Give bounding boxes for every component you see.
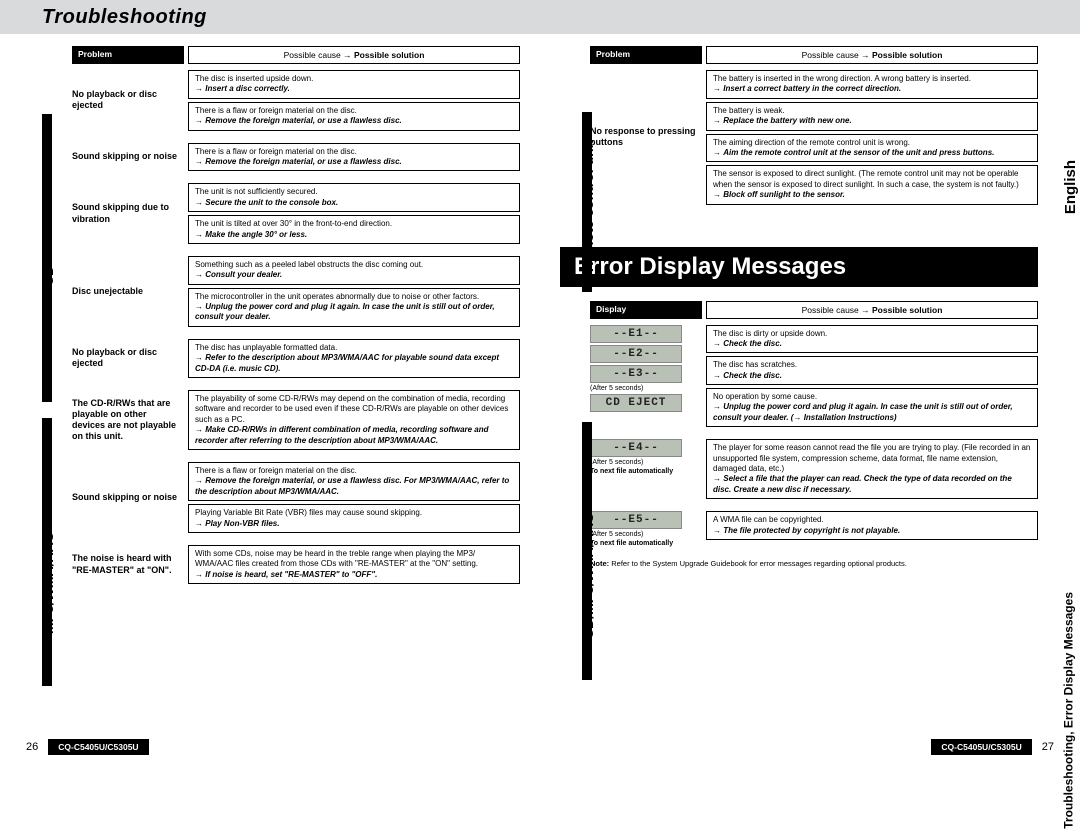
trouble-row: Sound skipping or noiseThere is a flaw o… [72,143,520,172]
note-row: Note: Refer to the System Upgrade Guideb… [590,559,1038,569]
solution-box: The unit is tilted at over 30° in the fr… [188,215,520,244]
lcd-display: --E2-- [590,345,682,363]
lcd-display: --E1-- [590,325,682,343]
solution-box: The player for some reason cannot read t… [706,439,1038,499]
problem-cell: Sound skipping or noise [72,143,184,172]
page-right: ProblemPossible cause → Possible solutio… [540,34,1080,724]
solution-box: The aiming direction of the remote contr… [706,134,1038,163]
section-stub [42,418,52,686]
trouble-row: Sound skipping or noiseThere is a flaw o… [72,462,520,533]
solution-box: The playability of some CD-R/RWs may dep… [188,390,520,450]
solution-box: The disc is dirty or upside down.Check t… [706,325,1038,354]
section-vert-label: Troubleshooting, Error Display Messages [1062,592,1076,829]
model-tag-left: CQ-C5405U/C5305U [48,739,148,755]
problem-cell: No playback or disc ejected [72,70,184,131]
display-note: To next file automatically [590,468,673,475]
col-header-left: Problem [590,46,702,64]
lcd-display: --E3-- [590,365,682,383]
solution-box: Playing Variable Bit Rate (VBR) files ma… [188,504,520,533]
error-row: --E4-- (After 5 seconds) To next file auto… [590,439,1038,499]
solution-box: There is a flaw or foreign material on t… [188,143,520,172]
trouble-row: Disc unejectableSomething such as a peel… [72,256,520,327]
col-header-right: Possible cause → Possible solution [706,46,1038,64]
footer-left: 26 CQ-C5405U/C5305U [26,739,149,755]
solution-box: The unit is not sufficiently secured.Sec… [188,183,520,212]
display-cell: --E1-- --E2-- --E3-- (After 5 seconds) CD EJ… [590,325,702,428]
section-stub [42,114,52,402]
solution-box: The disc has unplayable formatted data.R… [188,339,520,378]
display-note: (After 5 seconds) [590,385,643,392]
trouble-row: The noise is heard with "RE-MASTER" at "… [72,545,520,584]
solution-box: The microcontroller in the unit operates… [188,288,520,327]
solution-box: No operation by some cause.Unplug the po… [706,388,1038,427]
page-number-left: 26 [26,741,38,753]
lang-label: English [1062,160,1079,214]
page-left: ProblemPossible cause → Possible solutio… [0,34,540,724]
solution-box: The battery is weak.Replace the battery … [706,102,1038,131]
page-spread: ProblemPossible cause → Possible solutio… [0,34,1080,724]
trouble-row: No playback or disc ejectedThe disc has … [72,339,520,378]
solution-box: The disc is inserted upside down.Insert … [188,70,520,99]
error-row: --E1-- --E2-- --E3-- (After 5 seconds) CD EJ… [590,325,1038,428]
title-bar: Troubleshooting [0,0,1080,34]
section-stub [582,112,592,292]
display-cell: --E5-- (After 5 seconds) To next file auto… [590,511,702,547]
problem-cell: The noise is heard with "RE-MASTER" at "… [72,545,184,584]
problem-cell: The CD-R/RWs that are playable on other … [72,390,184,450]
col-header-right: Possible cause → Possible solution [188,46,520,64]
display-note: (After 5 seconds) [590,459,643,466]
section-stub [582,422,592,680]
solution-box: The battery is inserted in the wrong dir… [706,70,1038,99]
display-note: To next file automatically [590,540,673,547]
lcd-display: --E4-- [590,439,682,457]
error-banner: Error Display Messages [560,247,1038,287]
trouble-row: No playback or disc ejectedThe disc is i… [72,70,520,131]
solution-box: Something such as a peeled label obstruc… [188,256,520,285]
trouble-row: The CD-R/RWs that are playable on other … [72,390,520,450]
problem-cell: Sound skipping or noise [72,462,184,533]
lcd-display: --E5-- [590,511,682,529]
display-cell: --E4-- (After 5 seconds) To next file auto… [590,439,702,499]
display-note: (After 5 seconds) [590,531,643,538]
solution-box: With some CDs, noise may be heard in the… [188,545,520,584]
trouble-row: Sound skipping due to vibrationThe unit … [72,183,520,244]
problem-cell: No playback or disc ejected [72,339,184,378]
col-header-left: Display [590,301,702,319]
page-number-right: 27 [1042,741,1054,753]
solution-box: There is a flaw or foreign material on t… [188,102,520,131]
solution-box: A WMA file can be copyrighted.The file p… [706,511,1038,540]
solution-box: There is a flaw or foreign material on t… [188,462,520,501]
trouble-row: No response to pressing buttonsThe batte… [590,70,1038,205]
problem-cell: No response to pressing buttons [590,70,702,205]
page-title: Troubleshooting [42,6,207,29]
solution-box: The disc has scratches.Check the disc. [706,356,1038,385]
model-tag-right: CQ-C5405U/C5305U [931,739,1031,755]
problem-cell: Sound skipping due to vibration [72,183,184,244]
col-header-right: Possible cause → Possible solution [706,301,1038,319]
lcd-display: CD EJECT [590,394,682,412]
solution-box: The sensor is exposed to direct sunlight… [706,165,1038,204]
footer-right: 27 CQ-C5405U/C5305U [931,739,1054,755]
error-row: --E5-- (After 5 seconds) To next file auto… [590,511,1038,547]
problem-cell: Disc unejectable [72,256,184,327]
col-header-left: Problem [72,46,184,64]
